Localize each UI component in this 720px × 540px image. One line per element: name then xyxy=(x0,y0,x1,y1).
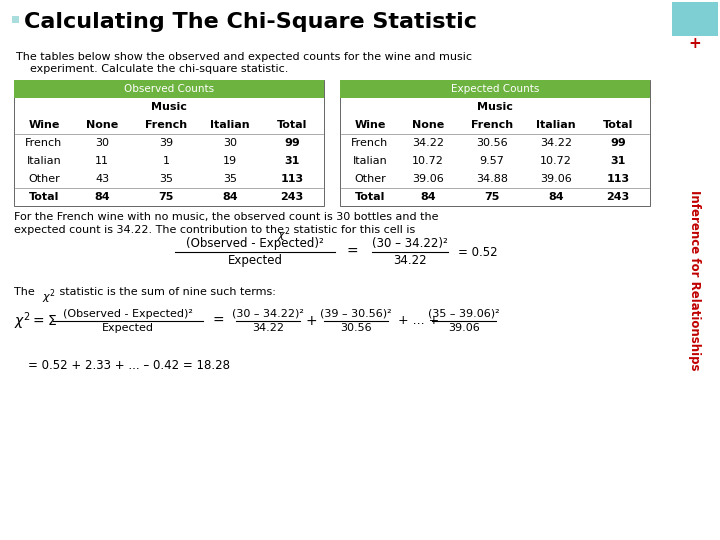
Text: The tables below show the observed and expected counts for the wine and music: The tables below show the observed and e… xyxy=(16,52,472,62)
Text: 30.56: 30.56 xyxy=(476,138,508,148)
Text: 34.22: 34.22 xyxy=(393,254,427,267)
Text: $\chi^2$: $\chi^2$ xyxy=(42,287,55,306)
Text: Total: Total xyxy=(355,192,385,202)
Text: 75: 75 xyxy=(485,192,500,202)
Text: =: = xyxy=(346,245,358,259)
Text: 99: 99 xyxy=(610,138,626,148)
Text: 34.22: 34.22 xyxy=(252,323,284,333)
Text: 34.22: 34.22 xyxy=(412,138,444,148)
Text: French: French xyxy=(351,138,389,148)
Text: 113: 113 xyxy=(606,174,629,184)
Text: For the French wine with no music, the observed count is 30 bottles and the: For the French wine with no music, the o… xyxy=(14,212,438,222)
Text: 39: 39 xyxy=(159,138,173,148)
Text: Calculating The Chi-Square Statistic: Calculating The Chi-Square Statistic xyxy=(24,12,477,32)
Text: + ... +: + ... + xyxy=(398,314,439,327)
Text: (30 – 34.22)²: (30 – 34.22)² xyxy=(232,309,304,319)
Text: 11: 11 xyxy=(95,156,109,166)
Text: 30: 30 xyxy=(223,138,237,148)
Text: 34.88: 34.88 xyxy=(476,174,508,184)
Text: Music: Music xyxy=(151,102,187,112)
Text: +: + xyxy=(688,37,701,51)
Bar xyxy=(340,80,650,98)
Text: 84: 84 xyxy=(222,192,238,202)
Text: Other: Other xyxy=(28,174,60,184)
Bar xyxy=(672,2,718,36)
Bar xyxy=(14,80,324,206)
Text: 34.22: 34.22 xyxy=(540,138,572,148)
Text: 31: 31 xyxy=(284,156,300,166)
Text: $\chi^2 = \Sigma$: $\chi^2 = \Sigma$ xyxy=(14,310,57,332)
Text: Total: Total xyxy=(29,192,59,202)
Text: (Observed - Expected)²: (Observed - Expected)² xyxy=(63,309,193,319)
Text: Expected Counts: Expected Counts xyxy=(451,84,539,94)
Text: 99: 99 xyxy=(284,138,300,148)
Text: +: + xyxy=(305,314,317,328)
Text: Total: Total xyxy=(276,120,307,130)
Text: Italian: Italian xyxy=(536,120,576,130)
Text: 1: 1 xyxy=(163,156,169,166)
Text: 30.56: 30.56 xyxy=(340,323,372,333)
Text: 10.72: 10.72 xyxy=(412,156,444,166)
Text: French: French xyxy=(25,138,63,148)
Bar xyxy=(340,80,650,206)
Text: Italian: Italian xyxy=(27,156,61,166)
Text: None: None xyxy=(86,120,118,130)
Text: (Observed - Expected)²: (Observed - Expected)² xyxy=(186,237,324,250)
Text: None: None xyxy=(412,120,444,130)
Text: (39 – 30.56)²: (39 – 30.56)² xyxy=(320,309,392,319)
Text: 84: 84 xyxy=(420,192,436,202)
Text: 43: 43 xyxy=(95,174,109,184)
Text: 39.06: 39.06 xyxy=(540,174,572,184)
Text: 9.57: 9.57 xyxy=(480,156,505,166)
Bar xyxy=(12,16,19,23)
Text: 35: 35 xyxy=(223,174,237,184)
Text: 84: 84 xyxy=(94,192,110,202)
Bar xyxy=(14,80,324,98)
Text: Expected: Expected xyxy=(102,323,154,333)
Text: 243: 243 xyxy=(606,192,629,202)
Text: Music: Music xyxy=(477,102,513,112)
Text: Italian: Italian xyxy=(353,156,387,166)
Text: (35 – 39.06)²: (35 – 39.06)² xyxy=(428,309,500,319)
Text: Other: Other xyxy=(354,174,386,184)
Text: Inference for Relationships: Inference for Relationships xyxy=(688,190,701,370)
Text: experiment. Calculate the chi-square statistic.: experiment. Calculate the chi-square sta… xyxy=(16,64,289,74)
Text: Wine: Wine xyxy=(28,120,60,130)
Text: 75: 75 xyxy=(158,192,174,202)
Text: 243: 243 xyxy=(280,192,304,202)
Text: 39.06: 39.06 xyxy=(412,174,444,184)
Text: =: = xyxy=(212,314,224,328)
Text: Italian: Italian xyxy=(210,120,250,130)
Text: = 0.52 + 2.33 + ... – 0.42 = 18.28: = 0.52 + 2.33 + ... – 0.42 = 18.28 xyxy=(28,359,230,372)
Text: 84: 84 xyxy=(548,192,564,202)
Text: French: French xyxy=(145,120,187,130)
Text: (30 – 34.22)²: (30 – 34.22)² xyxy=(372,237,448,250)
Text: Observed Counts: Observed Counts xyxy=(124,84,214,94)
Text: 30: 30 xyxy=(95,138,109,148)
Text: 31: 31 xyxy=(611,156,626,166)
Text: 10.72: 10.72 xyxy=(540,156,572,166)
Text: 113: 113 xyxy=(280,174,304,184)
Text: French: French xyxy=(471,120,513,130)
Text: The: The xyxy=(14,287,38,297)
Text: Wine: Wine xyxy=(354,120,386,130)
Text: expected count is 34.22. The contribution to the: expected count is 34.22. The contributio… xyxy=(14,225,284,235)
Text: = 0.52: = 0.52 xyxy=(458,246,498,259)
Text: 39.06: 39.06 xyxy=(448,323,480,333)
Text: statistic for this cell is: statistic for this cell is xyxy=(290,225,415,235)
Text: statistic is the sum of nine such terms:: statistic is the sum of nine such terms: xyxy=(56,287,276,297)
Text: $\chi^2$: $\chi^2$ xyxy=(277,225,291,244)
Text: Total: Total xyxy=(603,120,633,130)
Text: 19: 19 xyxy=(223,156,237,166)
Text: 35: 35 xyxy=(159,174,173,184)
Text: Expected: Expected xyxy=(228,254,282,267)
